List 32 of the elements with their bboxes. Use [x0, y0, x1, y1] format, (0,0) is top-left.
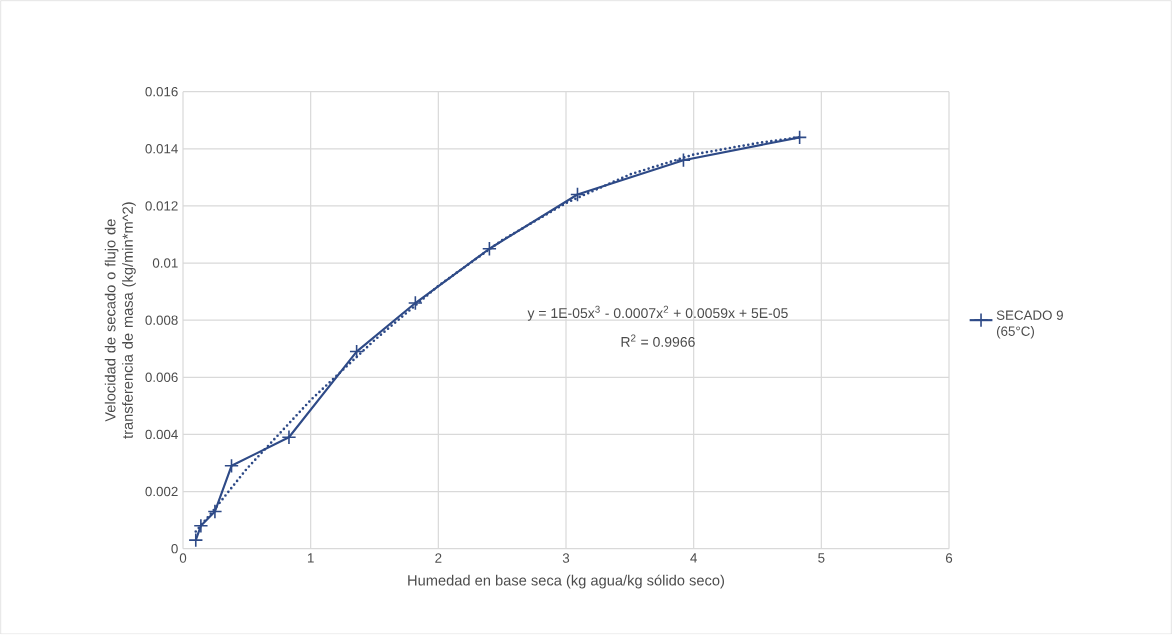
point — [570, 187, 585, 203]
y-tick-label: 0.002 — [145, 486, 178, 497]
point — [675, 152, 691, 168]
point — [349, 344, 365, 360]
x-tick-label: 2 — [435, 553, 442, 563]
annotation: y = 1E-05x$^{3}$ - 0.0007x$^{2}$ + 0.0059x + 5E-05 — [527, 305, 788, 321]
y-tick-label: 0.004 — [145, 429, 178, 440]
x-axis-title: Humedad en base seca (kg agua/kg sólido seco) — [408, 574, 724, 589]
x-tick-label: 0 — [179, 553, 187, 563]
y-tick-label: 0.006 — [145, 372, 178, 383]
x-tick-label: 6 — [945, 553, 953, 563]
y-axis-title: Velocidad de secado o flujo de transferencia de masa (kg/min*m^2) — [104, 202, 136, 439]
y-tick-label: 0.016 — [145, 87, 178, 97]
x-tick-label: 3 — [562, 553, 570, 563]
y-tick-label: 0.01 — [152, 258, 178, 268]
legend-label: SECADO 9 (65°C) — [996, 310, 1063, 339]
point — [207, 504, 223, 520]
y-tick-label: 0 — [171, 544, 178, 554]
y-tick-label: 0.012 — [145, 201, 178, 211]
y-tick-label: 0.008 — [145, 315, 178, 326]
point — [481, 241, 497, 257]
x-tick-label: 4 — [690, 553, 697, 563]
point — [281, 429, 297, 445]
point — [407, 295, 423, 311]
point — [224, 458, 239, 474]
y-tick-label: 0.014 — [145, 144, 178, 154]
point — [792, 130, 808, 145]
x-tick-label: 1 — [307, 553, 314, 563]
point — [188, 532, 204, 548]
x-tick-label: 5 — [818, 553, 825, 563]
point — [193, 518, 209, 534]
annotation: R$^{2}$ = 0.9966 — [621, 334, 695, 348]
